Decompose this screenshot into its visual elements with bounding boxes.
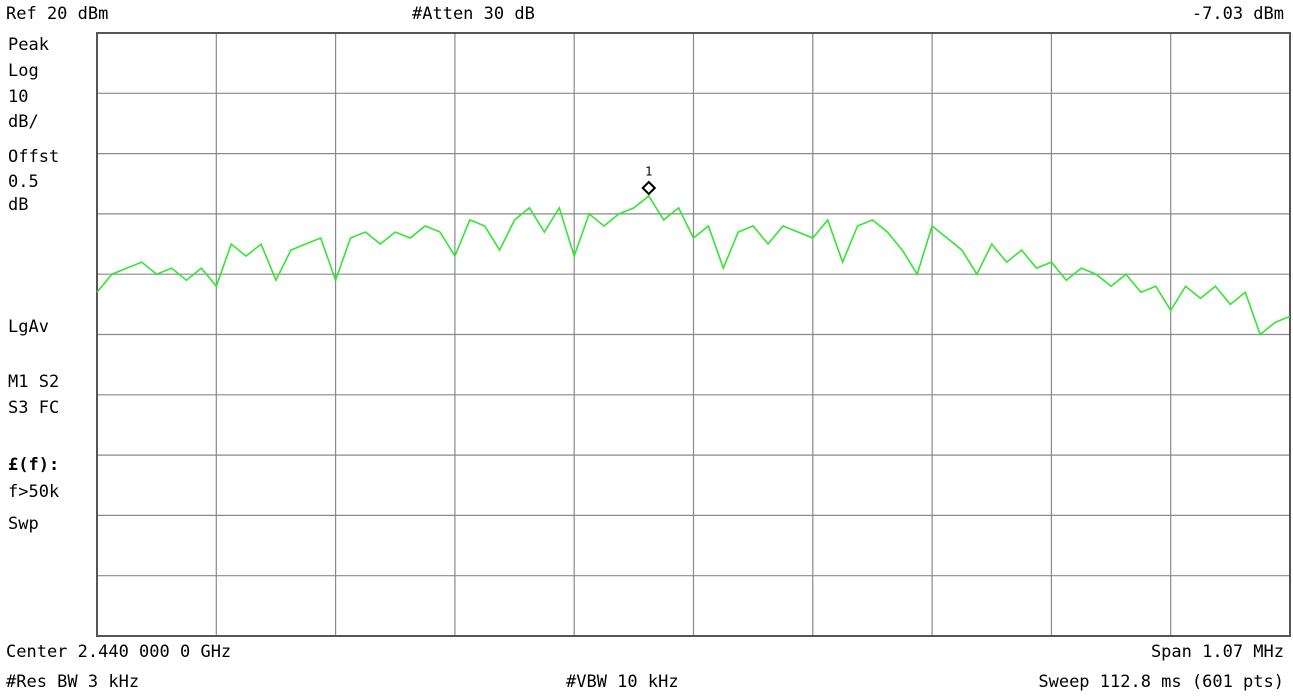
panel-label: S3 FC — [8, 398, 59, 418]
panel-label: Offst — [8, 147, 59, 167]
panel-label: Log — [8, 61, 39, 81]
panel-label: dB/ — [8, 112, 39, 132]
panel-label: f>50k — [8, 482, 59, 502]
ref-level: Ref 20 dBm — [6, 4, 108, 24]
panel-label: 0.5 — [8, 172, 39, 192]
panel-label: £(f): — [8, 455, 59, 475]
panel-label: Peak — [8, 35, 49, 55]
center-freq: Center 2.440 000 0 GHz — [6, 642, 231, 662]
marker-readout: -7.03 dBm — [1192, 4, 1284, 24]
panel-label: dB — [8, 195, 28, 215]
rbw: #Res BW 3 kHz — [6, 672, 139, 692]
panel-label: 10 — [8, 87, 28, 107]
marker-label: 1 — [645, 164, 652, 178]
graticule-border — [96, 32, 1291, 637]
span: Span 1.07 MHz — [1151, 642, 1284, 662]
marker — [641, 180, 657, 196]
panel-label: LgAv — [8, 317, 49, 337]
sweep: Sweep 112.8 ms (601 pts) — [1038, 672, 1284, 692]
panel-label: M1 S2 — [8, 372, 59, 392]
attenuation: #Atten 30 dB — [412, 4, 535, 24]
vbw: #VBW 10 kHz — [566, 672, 679, 692]
trace — [96, 194, 1291, 336]
panel-label: Swp — [8, 514, 39, 534]
